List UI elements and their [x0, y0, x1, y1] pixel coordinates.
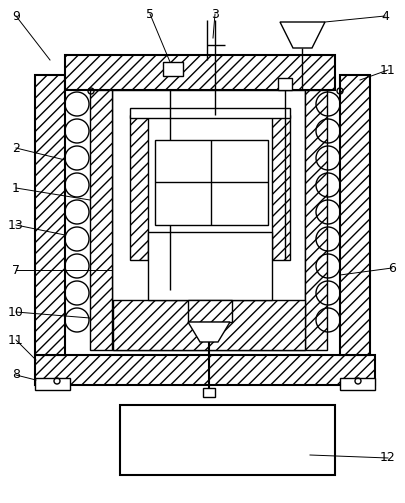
Text: 4: 4: [380, 10, 388, 23]
Text: 6: 6: [387, 262, 395, 275]
Bar: [65, 55, 334, 90]
Text: 11: 11: [379, 63, 395, 76]
Bar: [35, 355, 374, 385]
Text: 2: 2: [12, 141, 20, 154]
Bar: [148, 232, 271, 300]
Bar: [202, 388, 215, 397]
Text: 3: 3: [211, 8, 218, 21]
Bar: [188, 300, 231, 322]
Text: 13: 13: [8, 218, 24, 231]
Bar: [162, 62, 183, 76]
Bar: [120, 405, 334, 475]
Text: 7: 7: [12, 264, 20, 277]
Bar: [130, 115, 148, 260]
Bar: [339, 75, 369, 355]
Text: 5: 5: [146, 8, 153, 21]
Bar: [112, 90, 304, 350]
Bar: [35, 378, 70, 390]
Text: 11: 11: [8, 333, 24, 347]
Text: 12: 12: [379, 452, 395, 464]
Text: 8: 8: [12, 369, 20, 381]
Text: 10: 10: [8, 305, 24, 318]
Bar: [90, 90, 112, 350]
Text: 1: 1: [12, 182, 20, 195]
Bar: [113, 300, 304, 350]
Bar: [277, 78, 291, 90]
Polygon shape: [188, 322, 230, 342]
Bar: [155, 140, 267, 225]
Bar: [271, 115, 289, 260]
Bar: [304, 90, 326, 350]
Polygon shape: [279, 22, 324, 48]
Text: 9: 9: [12, 10, 20, 23]
Bar: [35, 75, 65, 355]
Bar: [339, 378, 374, 390]
Bar: [130, 108, 289, 118]
